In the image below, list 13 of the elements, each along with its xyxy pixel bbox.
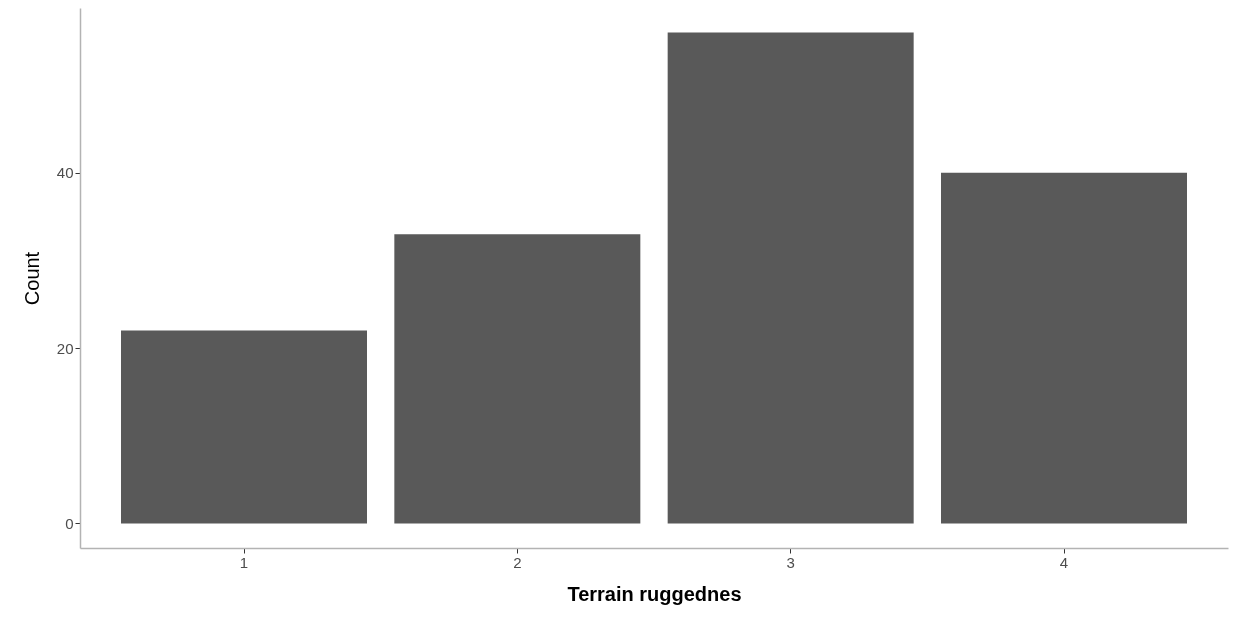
bar: [941, 172, 1187, 524]
y-tick-label: 40: [56, 164, 74, 182]
x-tick-label: 4: [1059, 553, 1069, 571]
x-tick-label: 3: [786, 553, 795, 571]
bar: [121, 330, 367, 524]
y-axis-title: Count: [20, 251, 43, 306]
y-tick-label: 20: [56, 339, 74, 357]
x-tick-label: 2: [513, 553, 522, 571]
bar: [394, 234, 641, 524]
x-axis-title: Terrain ruggednes: [567, 582, 742, 605]
bar: [667, 32, 914, 524]
y-tick-label: 0: [65, 514, 74, 532]
x-tick-label: 1: [239, 553, 249, 571]
